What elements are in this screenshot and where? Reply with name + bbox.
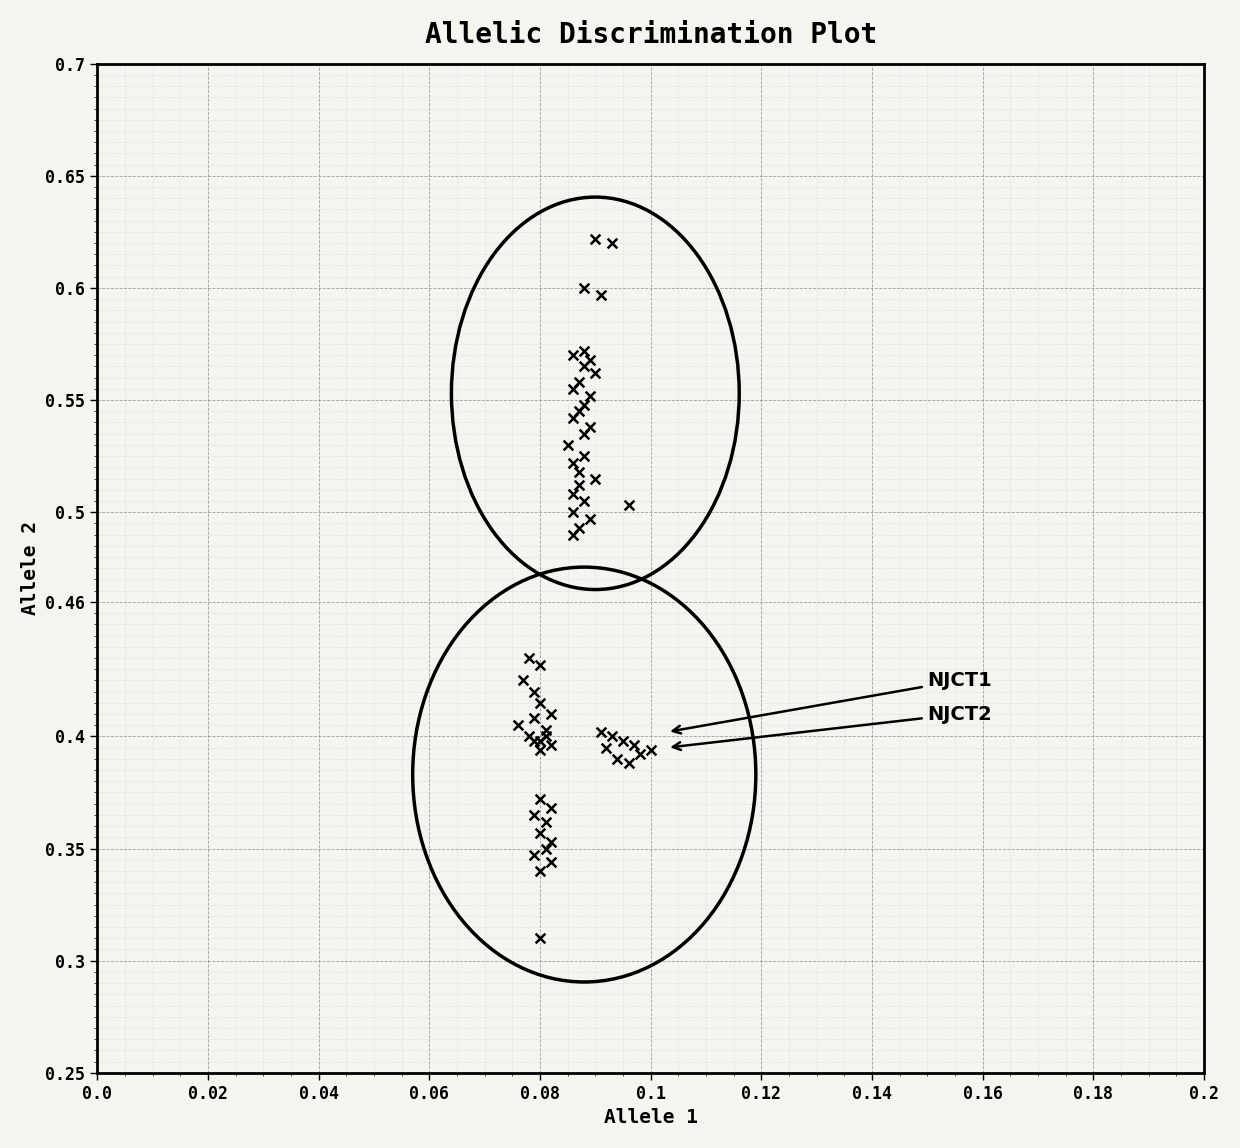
Point: [541, 853, 560, 871]
Point: [580, 418, 600, 436]
Point: [529, 731, 549, 750]
Point: [563, 526, 583, 544]
Text: NJCT2: NJCT2: [673, 705, 992, 750]
Point: [508, 716, 528, 735]
Point: [574, 279, 594, 297]
Point: [536, 839, 556, 858]
Point: [520, 649, 539, 667]
Point: [574, 491, 594, 510]
Point: [580, 510, 600, 528]
Point: [591, 723, 611, 742]
Title: Allelic Discrimination Plot: Allelic Discrimination Plot: [424, 21, 877, 49]
Point: [536, 727, 556, 745]
Point: [585, 470, 605, 488]
Point: [619, 754, 639, 773]
Point: [529, 740, 549, 759]
Point: [525, 806, 544, 824]
Point: [585, 230, 605, 248]
Point: [525, 682, 544, 700]
Point: [608, 750, 627, 768]
Point: [520, 727, 539, 745]
Point: [563, 380, 583, 398]
Point: [624, 736, 644, 754]
Point: [574, 447, 594, 465]
Point: [558, 436, 578, 455]
Point: [601, 727, 621, 745]
Point: [541, 705, 560, 723]
Y-axis label: Allele 2: Allele 2: [21, 521, 40, 615]
Point: [574, 395, 594, 413]
Point: [541, 832, 560, 851]
Point: [529, 823, 549, 841]
Point: [541, 799, 560, 817]
Point: [529, 656, 549, 674]
Text: NJCT1: NJCT1: [673, 670, 992, 734]
Point: [525, 731, 544, 750]
Point: [525, 846, 544, 864]
Point: [569, 402, 589, 420]
Point: [596, 738, 616, 757]
Point: [529, 929, 549, 947]
Point: [536, 721, 556, 739]
Point: [525, 709, 544, 728]
Point: [529, 790, 549, 808]
Point: [591, 286, 611, 304]
Point: [574, 425, 594, 443]
Point: [574, 341, 594, 359]
Point: [563, 346, 583, 364]
Point: [529, 862, 549, 881]
Point: [563, 453, 583, 472]
Point: [613, 731, 632, 750]
Point: [580, 387, 600, 405]
Point: [513, 672, 533, 690]
Point: [563, 503, 583, 521]
Point: [563, 486, 583, 504]
Point: [569, 463, 589, 481]
Point: [580, 350, 600, 369]
Point: [569, 519, 589, 537]
X-axis label: Allele 1: Allele 1: [604, 1108, 698, 1127]
Point: [630, 745, 650, 763]
Point: [601, 234, 621, 253]
Point: [619, 496, 639, 514]
Point: [641, 740, 661, 759]
Point: [569, 373, 589, 391]
Point: [529, 693, 549, 712]
Point: [541, 736, 560, 754]
Point: [585, 364, 605, 382]
Point: [569, 476, 589, 495]
Point: [574, 357, 594, 375]
Point: [563, 409, 583, 427]
Point: [536, 813, 556, 831]
